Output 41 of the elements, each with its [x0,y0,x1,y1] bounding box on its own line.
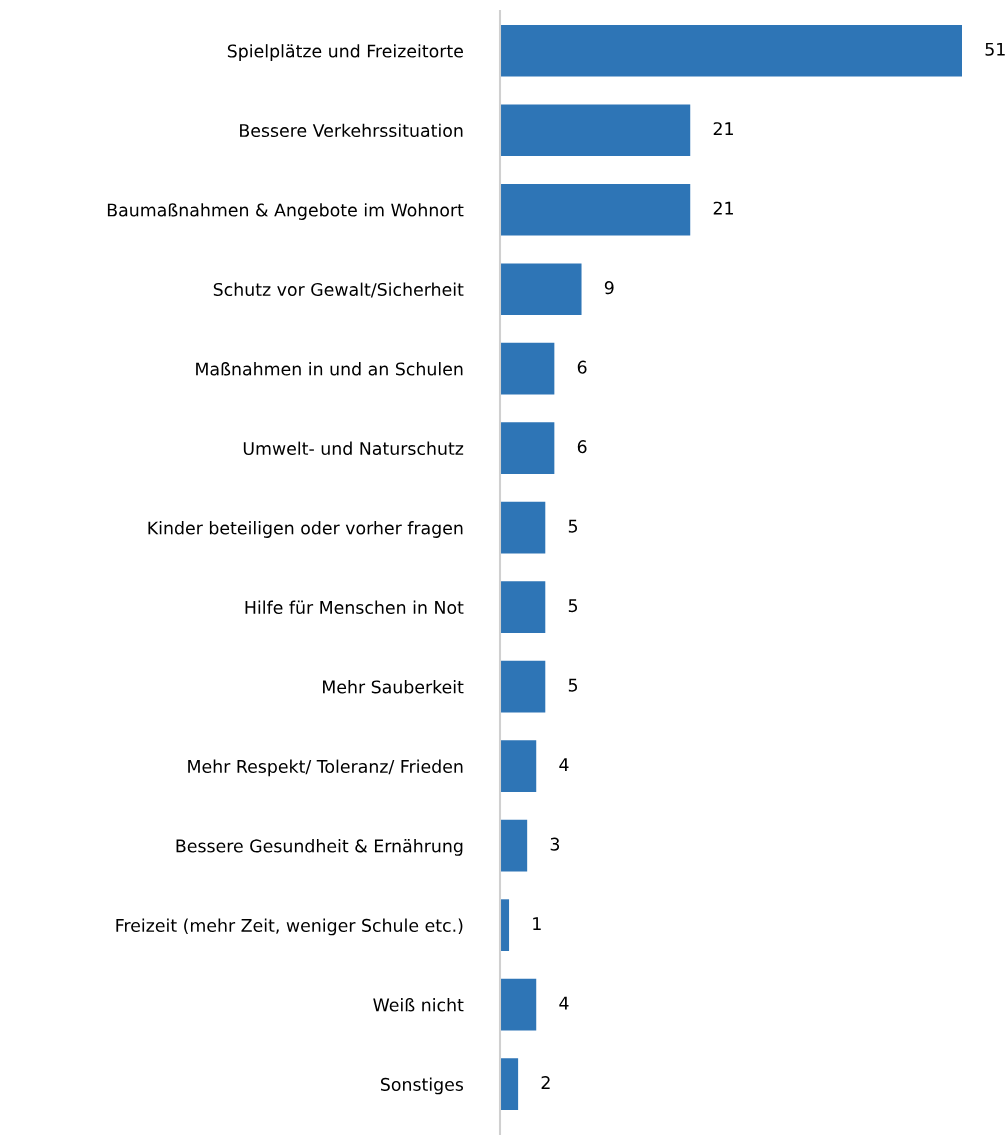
data-label: 4 [559,996,569,1010]
bar [500,422,555,475]
data-label: 5 [568,678,578,692]
bar [500,104,691,157]
data-label: 9 [604,281,614,295]
y-tick-label: Hilfe für Menschen in Not [245,600,464,615]
y-tick-label: Mehr Respekt/ Toleranz/ Frieden [188,759,463,777]
y-tick-label: Kinder beteiligen oder vorher fragen [148,521,463,538]
bar [500,660,546,713]
y-tick-label: Freizeit (mehr Zeit, weniger Schule etc.) [116,918,463,936]
data-label: 6 [577,440,587,454]
y-tick-label: Spielplätze und Freizeitorte [227,44,463,61]
data-label: 4 [559,758,569,771]
data-label: 21 [713,122,733,136]
y-tick-label: Maßnahmen in und an Schulen [196,362,463,376]
data-label: 21 [713,201,733,215]
y-tick-label: Baumaßnahmen & Angebote im Wohnort [107,203,464,220]
bar [500,1058,519,1110]
data-label: 1 [533,917,541,930]
y-tick-label: Mehr Sauberkeit [323,680,464,694]
bar [500,819,528,872]
bar [500,342,555,395]
y-tick-label: Sonstiges [380,1077,464,1095]
data-label: 2 [541,1076,550,1089]
data-label: 51 [985,42,1005,56]
bar [500,24,962,77]
bar [500,501,546,554]
bar [500,263,582,316]
bar [500,740,537,792]
y-tick-label: Weiß nicht [373,998,464,1012]
data-label: 5 [568,599,578,613]
y-tick-label: Bessere Verkehrssituation [240,123,463,138]
data-label: 5 [568,519,578,533]
y-tick-label: Bessere Gesundheit & Ernährung [176,839,463,856]
y-tick-label: Umwelt- und Naturschutz [243,441,464,456]
data-label: 3 [550,837,560,851]
y-tick-label: Schutz vor Gewalt/Sicherheit [213,282,464,298]
data-label: 6 [577,360,587,374]
bar [500,581,546,634]
bar [500,978,537,1031]
bar [500,183,691,236]
